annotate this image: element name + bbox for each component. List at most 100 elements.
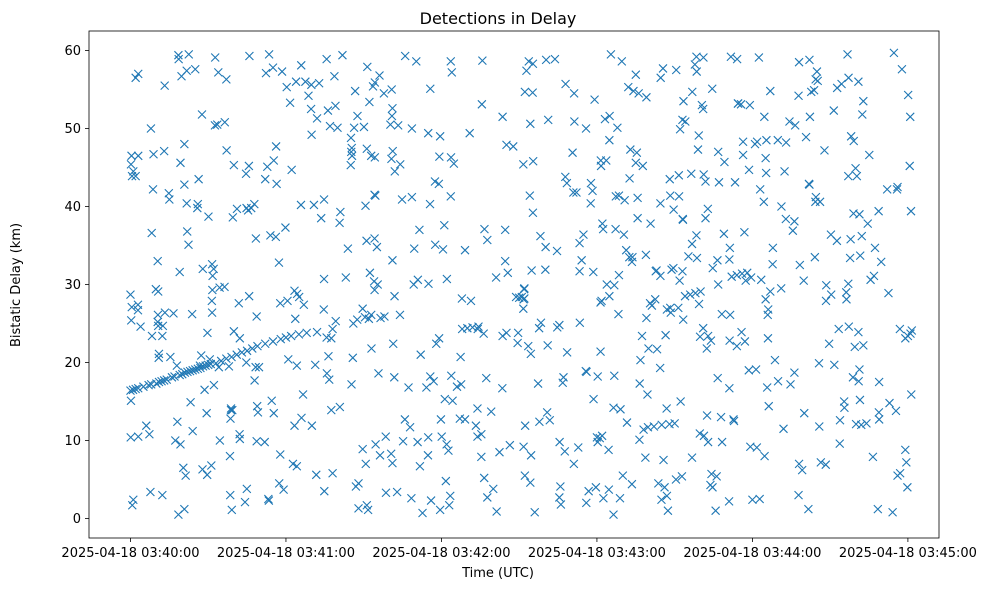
- scatter-point: [127, 500, 137, 510]
- scatter-point: [465, 128, 475, 138]
- scatter-point: [415, 225, 424, 235]
- scatter-point: [596, 347, 605, 356]
- scatter-point: [554, 493, 564, 502]
- scatter-point: [422, 383, 431, 392]
- scatter-point: [423, 450, 433, 460]
- scatter-point: [534, 323, 544, 333]
- scatter-point: [687, 453, 697, 463]
- scatter-point: [575, 238, 584, 248]
- scatter-point: [569, 459, 579, 469]
- scatter-point: [312, 113, 322, 123]
- scatter-point: [291, 77, 301, 87]
- scatter-point: [370, 191, 380, 200]
- scatter-point: [849, 136, 859, 146]
- scatter-point: [452, 382, 462, 392]
- scatter-point: [479, 473, 489, 483]
- scatter-point: [528, 156, 538, 166]
- x-tick-label: 2025-04-18 03:40:00: [61, 546, 199, 561]
- scatter-point: [154, 349, 164, 359]
- scatter-point: [286, 331, 296, 341]
- scatter-point: [708, 263, 718, 273]
- scatter-point: [249, 199, 259, 209]
- scatter-point: [679, 96, 688, 106]
- scatter-point: [560, 447, 570, 456]
- scatter-point: [559, 372, 568, 382]
- scatter-point: [692, 52, 701, 62]
- scatter-point: [519, 294, 528, 304]
- scatter-point: [314, 78, 324, 88]
- scatter-point: [785, 117, 794, 126]
- scatter-point: [569, 89, 579, 98]
- scatter-point: [699, 431, 709, 441]
- scatter-point: [184, 50, 194, 59]
- x-tick-label: 2025-04-18 03:45:00: [839, 546, 977, 561]
- scatter-point: [283, 354, 293, 364]
- scatter-point: [311, 470, 321, 480]
- scatter-point: [906, 206, 916, 216]
- scatter-point: [261, 68, 271, 78]
- scatter-point: [179, 139, 189, 149]
- scatter-point: [707, 469, 716, 479]
- scatter-point: [625, 174, 634, 183]
- scatter-point: [187, 309, 197, 319]
- scatter-point: [186, 397, 195, 407]
- scatter-point: [646, 219, 655, 229]
- scatter-point: [341, 273, 351, 282]
- scatter-point: [331, 316, 341, 326]
- scatter-point: [435, 505, 445, 515]
- scatter-point: [525, 191, 535, 200]
- scatter-point: [573, 443, 583, 452]
- scatter-point: [153, 317, 163, 327]
- scatter-point: [696, 287, 705, 296]
- scatter-point: [174, 54, 184, 64]
- scatter-point: [476, 429, 486, 439]
- scatter-point: [175, 370, 185, 380]
- scatter-point: [480, 224, 489, 234]
- x-tick-label: 2025-04-18 03:41:00: [217, 546, 355, 561]
- scatter-point: [214, 362, 224, 372]
- scatter-point: [264, 50, 274, 59]
- scatter-point: [692, 67, 702, 76]
- scatter-point: [586, 198, 596, 208]
- scatter-point: [527, 266, 537, 275]
- scatter-point: [400, 415, 410, 424]
- scatter-point: [136, 322, 145, 332]
- scatter-point: [850, 342, 860, 352]
- scatter-point: [552, 246, 562, 256]
- scatter-point: [276, 334, 286, 344]
- scatter-point: [335, 218, 344, 228]
- scatter-point: [482, 235, 492, 245]
- scatter-point: [307, 421, 317, 431]
- scatter-point: [702, 344, 712, 353]
- scatter-point: [657, 495, 666, 505]
- scatter-point: [794, 459, 804, 469]
- scatter-point: [759, 112, 769, 122]
- scatter-point: [842, 294, 851, 304]
- scatter-point: [623, 82, 633, 92]
- scatter-point: [405, 422, 415, 432]
- scatter-point: [235, 434, 245, 444]
- scatter-point: [225, 490, 235, 500]
- scatter-point: [153, 256, 163, 266]
- scatter-point: [283, 296, 292, 306]
- scatter-point: [635, 379, 645, 388]
- scatter-point: [854, 77, 863, 87]
- scatter-point: [294, 330, 304, 339]
- scatter-point: [271, 232, 281, 242]
- scatter-point: [609, 403, 618, 413]
- scatter-point: [752, 137, 762, 147]
- scatter-point: [814, 358, 824, 368]
- scatter-point: [821, 280, 831, 290]
- scatter-point: [438, 245, 448, 254]
- scatter-point: [398, 436, 408, 446]
- scatter-point: [175, 267, 185, 277]
- scatter-point: [500, 256, 510, 266]
- scatter-point: [227, 505, 237, 515]
- scatter-point: [269, 408, 279, 418]
- scatter-point: [703, 331, 713, 341]
- scatter-point: [680, 291, 690, 301]
- scatter-point: [794, 490, 803, 500]
- scatter-point: [843, 50, 852, 59]
- scatter-point: [389, 372, 399, 382]
